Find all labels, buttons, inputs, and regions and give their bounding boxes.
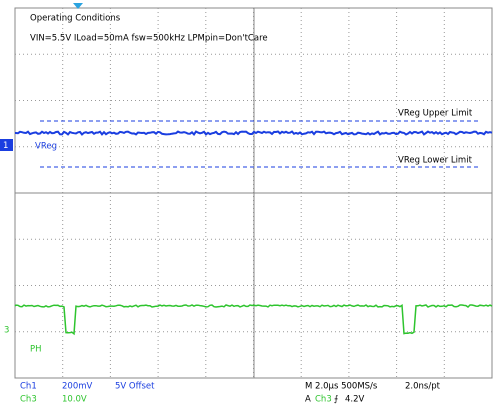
status: Ch3: [20, 395, 37, 405]
annotation: VIN=5.5V ILoad=50mA fsw=500kHz LPMpin=Do…: [30, 34, 268, 44]
ch3-label: PH: [30, 345, 42, 355]
status: 200mV: [62, 382, 93, 392]
ch3-marker: 3: [4, 326, 9, 336]
annotation: Operating Conditions: [30, 14, 121, 24]
ch1-marker: 1: [3, 141, 8, 151]
annotation: VReg Lower Limit: [398, 156, 473, 166]
status: Ch1: [20, 382, 37, 392]
ch3-trace: [14, 303, 493, 336]
status: Ch3: [315, 395, 332, 405]
ch1-trace: [15, 130, 493, 136]
status: A: [305, 395, 311, 405]
status: ⨍: [334, 395, 339, 405]
status: 5V Offset: [115, 382, 155, 392]
annotation: VReg Upper Limit: [398, 109, 473, 119]
status: 2.0ns/pt: [405, 382, 441, 392]
ch1-label: VReg: [35, 142, 57, 152]
ch1-marker-box: [0, 139, 13, 151]
status: 10.0V: [62, 395, 87, 405]
trigger-position: [73, 3, 83, 9]
status: 4.2V: [345, 395, 365, 405]
status: M 2.0µs 500MS/s: [305, 382, 378, 392]
